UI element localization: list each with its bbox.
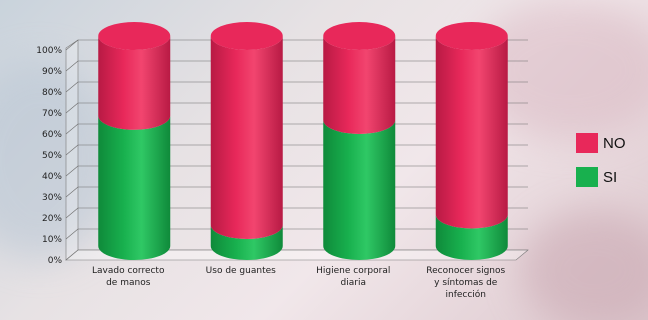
y-tick-label: 10% <box>42 235 62 245</box>
bar-segment-no <box>98 36 171 130</box>
bar-top-cap <box>435 22 508 50</box>
x-category-label: infección <box>445 289 486 300</box>
x-category-label: y síntomas de <box>434 278 498 288</box>
y-tick-label: 20% <box>42 214 62 224</box>
bar-top-cap <box>98 22 171 50</box>
y-tick-label: 70% <box>42 109 62 119</box>
bar-segment-no <box>210 36 283 240</box>
gridline-depth <box>65 39 79 51</box>
y-tick-label: 90% <box>42 67 62 77</box>
bar-top-cap <box>323 22 396 50</box>
bar-segment-no <box>435 36 508 229</box>
legend-swatch-no <box>576 133 598 153</box>
gridline-depth <box>65 165 79 177</box>
x-category-label: diaria <box>341 278 366 288</box>
gridline-depth <box>65 81 79 93</box>
gridline-depth <box>65 123 79 135</box>
x-category-label: Reconocer signos <box>426 266 505 276</box>
y-tick-label: 60% <box>42 130 62 140</box>
gridline-depth <box>65 102 79 114</box>
bar-segment-si <box>210 225 283 261</box>
bar-segment-si <box>98 115 171 260</box>
y-tick-label: 40% <box>42 172 62 182</box>
bar-segment-si <box>435 214 508 261</box>
legend-label-no: NO <box>603 135 626 152</box>
background-blur-shape <box>520 210 648 320</box>
gridline-depth <box>65 186 79 198</box>
gridline-depth <box>65 60 79 72</box>
y-tick-label: 50% <box>42 151 62 161</box>
y-tick-label: 0% <box>48 256 63 266</box>
x-category-label: Higiene corporal <box>316 266 390 276</box>
y-tick-label: 80% <box>42 88 62 98</box>
gridline-depth <box>65 228 79 240</box>
bar-segment-no <box>323 36 396 135</box>
legend-label-si: SI <box>603 169 617 186</box>
gridline-depth <box>65 144 79 156</box>
gridline-depth <box>65 207 79 219</box>
legend-swatch-si <box>576 167 598 187</box>
x-category-label: Lavado correcto <box>92 266 165 276</box>
x-category-label: Uso de guantes <box>206 266 276 276</box>
bar-segment-si <box>323 120 396 261</box>
y-tick-label: 30% <box>42 193 62 203</box>
x-category-label: de manos <box>106 278 151 288</box>
bar-top-cap <box>210 22 283 50</box>
y-tick-label: 100% <box>36 46 62 56</box>
